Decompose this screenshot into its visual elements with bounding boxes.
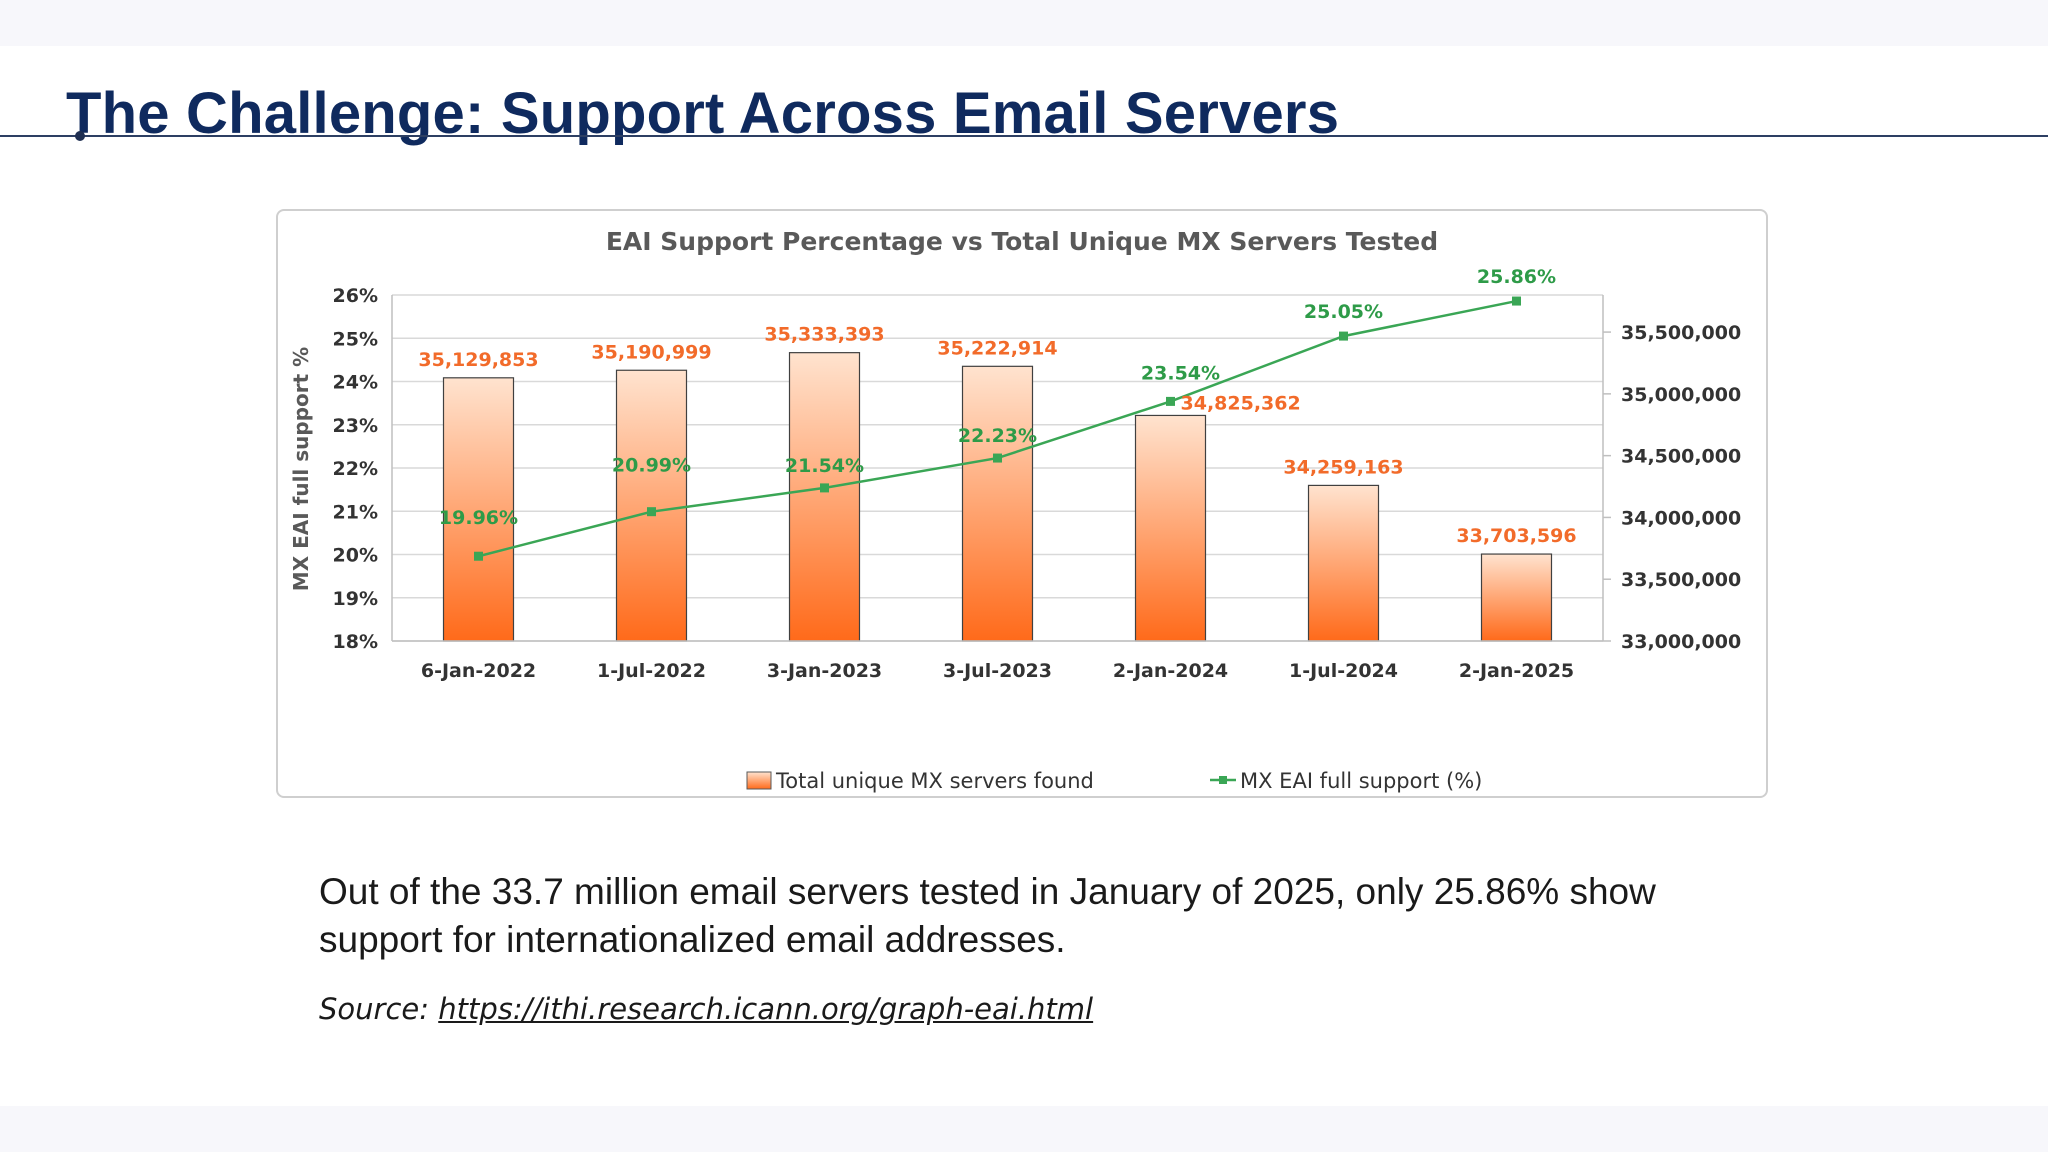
y-tick-label: 23%	[333, 415, 378, 437]
line-data-label: 19.96%	[439, 507, 518, 529]
line-data-label: 25.86%	[1477, 266, 1556, 288]
bar-data-label: 35,129,853	[418, 349, 538, 371]
y2-tick-label: 35,500,000	[1621, 322, 1741, 344]
line-point-marker	[1166, 396, 1175, 406]
x-tick-label: 3-Jul-2023	[943, 660, 1052, 682]
source-citation: Source: https://ithi.research.icann.org/…	[319, 992, 1093, 1026]
line-data-label: 20.99%	[612, 455, 691, 477]
line-point-marker	[474, 551, 483, 561]
y2-tick-label: 35,000,000	[1621, 384, 1741, 406]
y2-tick-label: 33,500,000	[1621, 569, 1741, 591]
bar-data-label: 33,703,596	[1456, 525, 1576, 547]
y2-tick-label: 34,000,000	[1621, 507, 1741, 529]
legend-line-marker	[1219, 776, 1227, 784]
y-tick-label: 25%	[333, 328, 378, 350]
y-tick-label: 19%	[333, 588, 378, 610]
source-label: Source:	[319, 992, 430, 1026]
bar-mx-servers	[442, 377, 515, 642]
bar-mx-servers	[788, 352, 861, 642]
y-tick-label: 22%	[333, 458, 378, 480]
bar-mx-servers	[961, 365, 1034, 642]
y-tick-label: 18%	[333, 631, 378, 653]
y-axis-title: MX EAI full support %	[289, 347, 313, 591]
legend-bar-label: Total unique MX servers found	[775, 769, 1094, 793]
x-tick-label: 1-Jul-2022	[597, 660, 706, 682]
x-tick-label: 2-Jan-2025	[1459, 660, 1574, 682]
divider-dot	[75, 131, 85, 141]
line-point-marker	[647, 507, 656, 517]
y-tick-label: 24%	[333, 372, 378, 394]
chart-frame: EAI Support Percentage vs Total Unique M…	[276, 209, 1768, 798]
line-point-marker	[820, 483, 829, 493]
x-tick-label: 2-Jan-2024	[1113, 660, 1228, 682]
bar-data-label: 34,259,163	[1283, 456, 1403, 478]
y-tick-label: 20%	[333, 545, 378, 567]
bar-data-label: 35,222,914	[937, 337, 1057, 359]
bar-mx-servers	[1307, 484, 1380, 642]
title-divider	[0, 135, 2048, 137]
x-tick-label: 6-Jan-2022	[421, 660, 536, 682]
source-link[interactable]: https://ithi.research.icann.org/graph-ea…	[438, 992, 1094, 1026]
line-point-marker	[1339, 331, 1348, 341]
legend-bar-swatch	[746, 771, 772, 790]
bar-data-label: 34,825,362	[1181, 392, 1301, 414]
x-tick-label: 3-Jan-2023	[767, 660, 882, 682]
line-data-label: 22.23%	[958, 425, 1037, 447]
bar-data-label: 35,333,393	[764, 324, 884, 346]
bar-data-label: 35,190,999	[591, 341, 711, 363]
legend: Total unique MX servers found MX EAI ful…	[746, 769, 1482, 793]
line-point-marker	[993, 453, 1002, 463]
line-point-marker	[1512, 296, 1521, 306]
x-tick-label: 1-Jul-2024	[1289, 660, 1398, 682]
y2-tick-label: 34,500,000	[1621, 446, 1741, 468]
chart-title: EAI Support Percentage vs Total Unique M…	[606, 227, 1438, 256]
line-data-label: 21.54%	[785, 455, 864, 477]
bar-mx-servers	[615, 369, 688, 642]
summary-text: Out of the 33.7 million email servers te…	[319, 871, 1656, 960]
y-tick-label: 21%	[333, 501, 378, 523]
line-data-label: 23.54%	[1141, 362, 1220, 384]
legend-line-label: MX EAI full support (%)	[1240, 769, 1482, 793]
line-data-label: 25.05%	[1304, 301, 1383, 323]
bar-mx-servers	[1480, 553, 1553, 642]
y-tick-label: 26%	[333, 285, 378, 307]
chart: EAI Support Percentage vs Total Unique M…	[289, 227, 1741, 793]
bar-mx-servers	[1134, 414, 1207, 642]
y2-tick-label: 33,000,000	[1621, 631, 1741, 653]
